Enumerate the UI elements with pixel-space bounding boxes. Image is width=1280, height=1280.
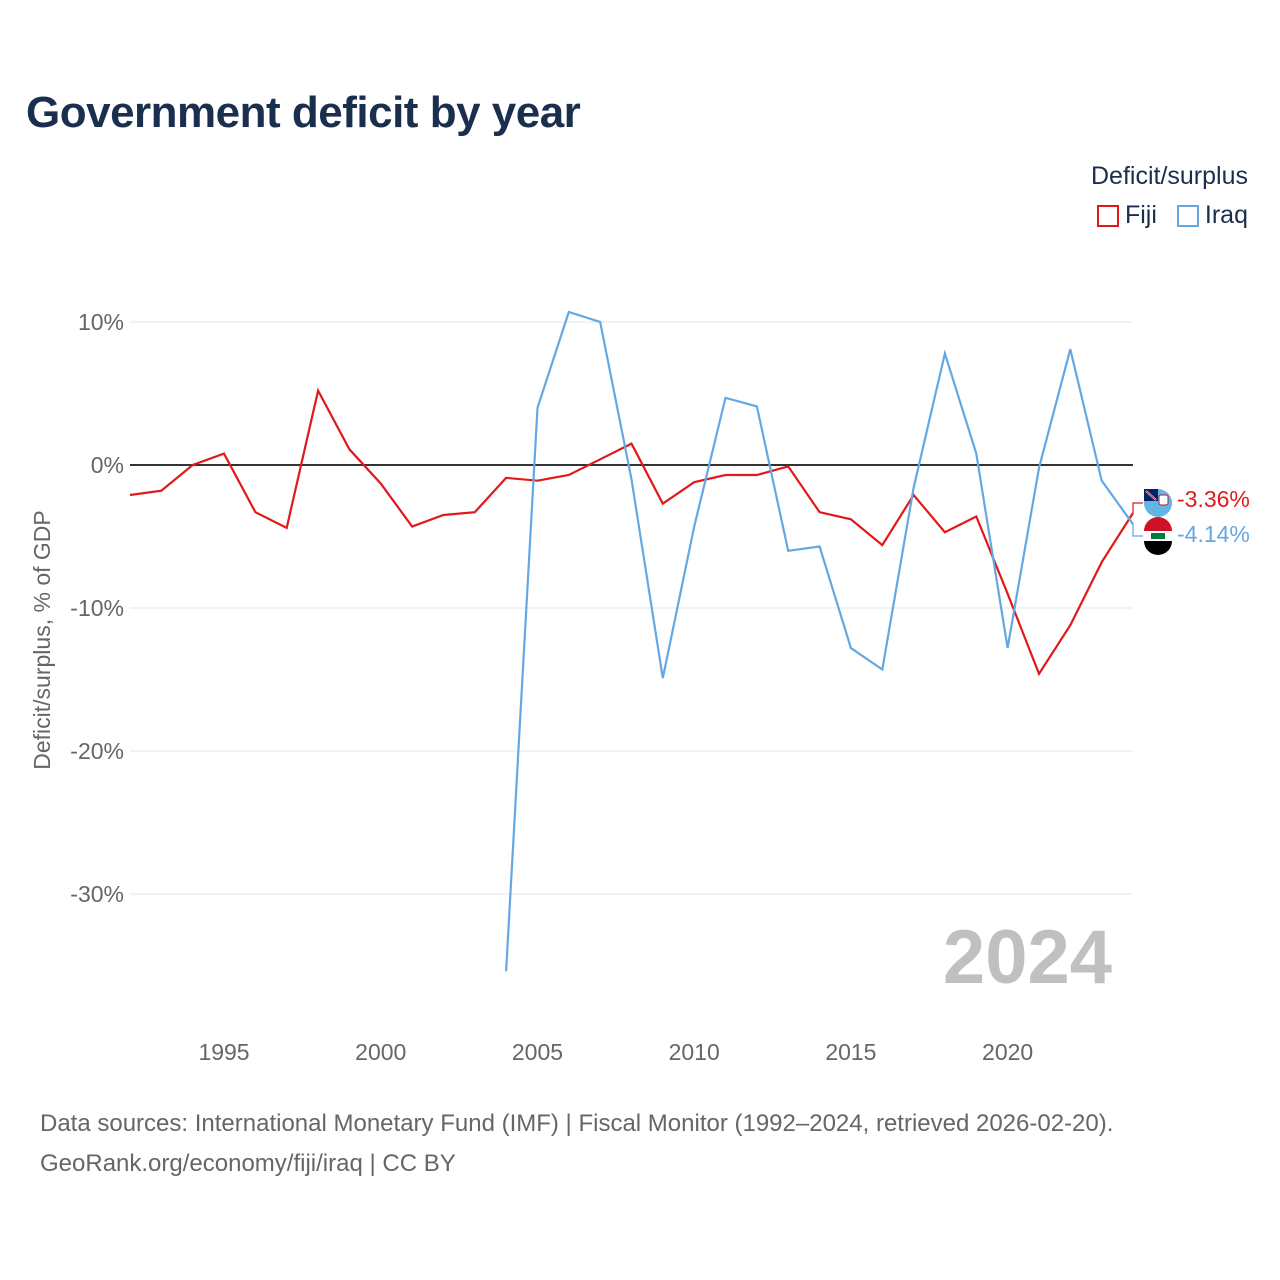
gridlines xyxy=(130,321,1133,895)
x-tick-label: 1995 xyxy=(198,1039,249,1065)
flag-icon-fiji xyxy=(1144,489,1172,517)
series xyxy=(129,310,1134,972)
y-tick-label: -10% xyxy=(70,595,124,621)
y-axis-title: Deficit/surplus, % of GDP xyxy=(29,510,55,769)
x-tick-label: 2000 xyxy=(355,1039,406,1065)
legend-item-fiji[interactable]: Fiji xyxy=(1096,201,1157,230)
axes: 10% 0% -10% -20% -30% 1995 2000 2005 2010 2015 202… xyxy=(29,309,1133,1065)
x-tick-label: 2010 xyxy=(669,1039,720,1065)
chart-title: Government deficit by year xyxy=(26,88,581,137)
y-tick-label: 0% xyxy=(91,452,124,478)
attribution-text[interactable]: GeoRank.org/economy/fiji/iraq | CC BY xyxy=(40,1150,456,1177)
end-label-iraq: -4.14% xyxy=(1177,521,1250,547)
y-tick-label: 10% xyxy=(78,309,124,335)
year-watermark: 2024 xyxy=(943,915,1112,1000)
end-label-fiji: -3.36% xyxy=(1177,486,1250,512)
legend-label-fiji: Fiji xyxy=(1124,201,1157,229)
end-markers: -3.36% -4.14% xyxy=(1132,486,1250,555)
x-tick-label: 2005 xyxy=(512,1039,563,1065)
legend: Deficit/surplus Fiji Iraq xyxy=(1091,162,1248,230)
footer: Data sources: International Monetary Fun… xyxy=(40,1104,1113,1184)
series-line-fiji xyxy=(129,387,1134,677)
data-source-text: Data sources: International Monetary Fun… xyxy=(40,1110,1114,1137)
series-line-iraq xyxy=(505,310,1134,972)
x-tick-label: 2020 xyxy=(982,1039,1033,1065)
end-connector-iraq xyxy=(1132,524,1143,537)
legend-title: Deficit/surplus xyxy=(1091,162,1248,190)
legend-swatch-fiji xyxy=(1096,204,1119,227)
x-tick-label: 2015 xyxy=(825,1039,876,1065)
line-chart: 10% 0% -10% -20% -30% 1995 2000 2005 2010 2015 202… xyxy=(29,309,1250,1065)
flag-icon-iraq xyxy=(1144,517,1172,555)
legend-swatch-iraq xyxy=(1176,204,1199,227)
y-tick-label: -30% xyxy=(70,881,124,907)
y-tick-label: -20% xyxy=(70,738,124,764)
legend-label-iraq: Iraq xyxy=(1204,201,1248,229)
legend-item-iraq[interactable]: Iraq xyxy=(1176,201,1248,230)
end-connector-fiji xyxy=(1132,502,1143,514)
